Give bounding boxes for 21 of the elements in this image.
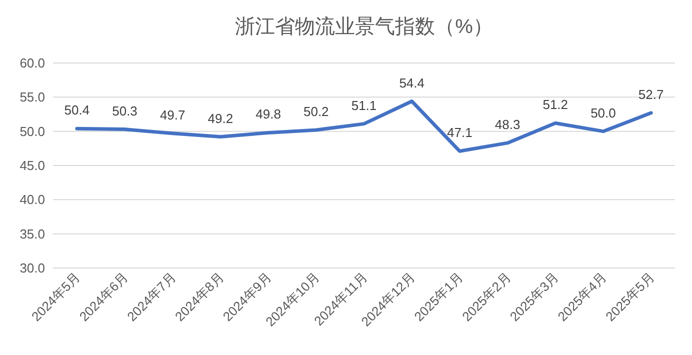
y-tick-label: 40.0 [20, 192, 45, 208]
data-label: 52.7 [638, 86, 664, 102]
y-tick-label: 55.0 [20, 90, 45, 105]
data-label: 50.4 [64, 102, 90, 118]
data-label: 50.3 [112, 103, 138, 118]
y-tick-label: 45.0 [20, 158, 45, 173]
y-tick-label: 35.0 [20, 226, 45, 242]
data-label: 54.4 [399, 75, 424, 90]
data-label: 49.7 [160, 107, 186, 122]
data-label: 50.2 [304, 104, 329, 119]
data-label: 48.3 [494, 116, 520, 132]
data-label: 51.2 [542, 97, 568, 112]
chart-title: 浙江省物流业景气指数（%） [235, 16, 493, 38]
y-tick-label: 50.0 [20, 124, 45, 139]
data-label: 49.2 [208, 110, 234, 126]
data-label: 50.0 [590, 105, 616, 120]
y-tick-label: 30.0 [20, 260, 45, 276]
data-label: 47.1 [447, 125, 472, 140]
data-label: 51.1 [351, 98, 377, 113]
data-label: 49.8 [256, 106, 281, 122]
y-tick-label: 60.0 [20, 56, 45, 70]
